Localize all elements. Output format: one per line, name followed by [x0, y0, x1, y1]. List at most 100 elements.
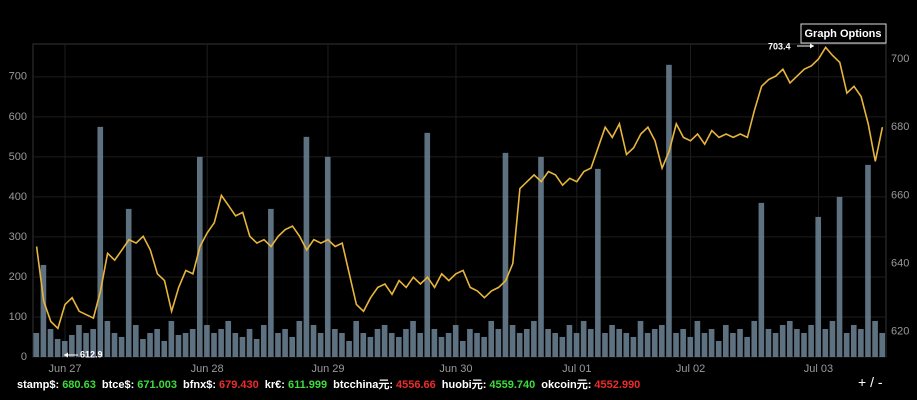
volume-bar — [829, 320, 836, 357]
x-tick-label: Jun 28 — [191, 363, 224, 372]
y2-tick-label: 680 — [891, 121, 909, 133]
x-tick-label: Jul 02 — [676, 363, 705, 372]
volume-bar — [602, 332, 608, 357]
ticker-price: 679.430 — [219, 379, 259, 391]
plot-frame — [32, 43, 887, 358]
grid — [33, 44, 886, 358]
volume-bar — [758, 202, 765, 357]
volume-bar — [587, 328, 594, 357]
volume-bar — [822, 328, 829, 357]
volume-bar — [580, 320, 587, 357]
ticker-label: bfnx$: — [183, 379, 217, 391]
ticker-price: 4556.66 — [396, 379, 436, 391]
chart: 0 100 200 300 400 500 600 700 620 640 660 680 700 Jun… — [9, 23, 910, 372]
volume-bar — [118, 336, 125, 357]
zoom-control[interactable]: + / - — [858, 374, 883, 390]
volume-bar — [801, 332, 807, 357]
options-button-frame[interactable] — [800, 23, 887, 44]
volume-bar — [332, 328, 338, 357]
volume-bar — [502, 152, 509, 357]
volume-bar — [374, 328, 381, 357]
volume-bar — [296, 320, 303, 357]
volume-bar — [673, 332, 679, 357]
ticker-label: btce$: — [101, 379, 135, 391]
x-tick-label: Jun 29 — [311, 363, 344, 372]
volume-bar — [708, 328, 715, 357]
volume-bar — [744, 336, 750, 357]
ticker-price: 4559.740 — [489, 379, 536, 391]
volume-bar — [659, 324, 665, 357]
volume-bar — [467, 328, 473, 357]
volume-bar — [538, 156, 544, 357]
ticker-label: okcoin元: — [541, 379, 592, 391]
volume-bar — [637, 320, 644, 357]
volume-bar — [196, 156, 203, 357]
volume-bar — [211, 332, 217, 357]
volume-bar — [843, 332, 850, 357]
ticker-price: 671.003 — [137, 379, 178, 391]
volume-bar — [388, 332, 395, 357]
volume-bar — [353, 320, 359, 357]
volume-bar — [644, 332, 651, 357]
volume-bar — [133, 324, 139, 357]
volume-bar — [552, 332, 559, 357]
ticker: stamp$: 680.63 — [17, 379, 96, 391]
volume-bar — [566, 324, 573, 357]
ticker: huobi元: 4559.740 — [442, 379, 536, 391]
volume-bar — [879, 332, 885, 357]
volume-bar — [83, 332, 89, 357]
x-tick-label: Jun 27 — [48, 363, 81, 372]
volume-bar — [509, 324, 516, 357]
volume-bar — [850, 324, 857, 357]
y-tick-label: 300 — [9, 231, 27, 243]
ticker-price: 680.63 — [62, 379, 96, 391]
volume-bar — [54, 338, 61, 357]
volume-bar — [616, 328, 622, 357]
volume-bar — [559, 336, 566, 357]
ticker-label: kr€: — [264, 379, 285, 391]
volume-bar — [452, 324, 459, 357]
low-arrowhead — [64, 352, 68, 358]
y-tick-label: 400 — [9, 191, 27, 203]
volume-bar — [154, 328, 160, 357]
volume-bar — [282, 328, 288, 357]
volume-bar — [438, 336, 445, 357]
y-tick-label: 600 — [9, 111, 27, 123]
volume-bars — [33, 64, 885, 358]
volume-bar — [417, 332, 423, 357]
ticker: btce$: 671.003 — [102, 379, 177, 391]
y2-tick-label: 700 — [891, 53, 909, 65]
high-label: 703.4 — [768, 41, 791, 51]
volume-bar — [182, 332, 189, 357]
volume-bar — [808, 324, 814, 357]
price-line — [35, 46, 884, 330]
volume-bar — [794, 328, 800, 357]
volume-bar — [772, 332, 779, 357]
ticker: okcoin元: 4552.990 — [541, 379, 640, 391]
volume-bar — [239, 336, 246, 357]
volume-bar — [275, 332, 281, 357]
x-tick-label: Jun 30 — [439, 363, 472, 372]
volume-bar — [858, 328, 864, 357]
volume-bar — [687, 336, 694, 357]
ticker-price: 611.999 — [287, 379, 328, 391]
x-tick-label: Jul 03 — [804, 363, 833, 372]
volume-bar — [381, 324, 388, 357]
volume-bar — [445, 332, 452, 357]
volume-bar — [786, 320, 793, 357]
volume-bar — [111, 332, 118, 357]
volume-bar — [97, 126, 104, 358]
options-button[interactable]: Graph Options — [805, 28, 882, 40]
y2-tick-label: 640 — [891, 257, 909, 269]
volume-bar — [246, 328, 253, 357]
ticker-price: 4552.990 — [594, 379, 641, 391]
volume-bar — [218, 328, 224, 357]
volume-bar — [488, 320, 495, 357]
volume-bar — [680, 328, 686, 357]
labels: 0 100 200 300 400 500 600 700 620 640 660 680 700 Jun… — [9, 53, 910, 372]
volume-bar — [403, 328, 409, 357]
volume-bar — [161, 340, 168, 357]
volume-bar — [33, 332, 40, 357]
volume-bar — [410, 320, 416, 357]
